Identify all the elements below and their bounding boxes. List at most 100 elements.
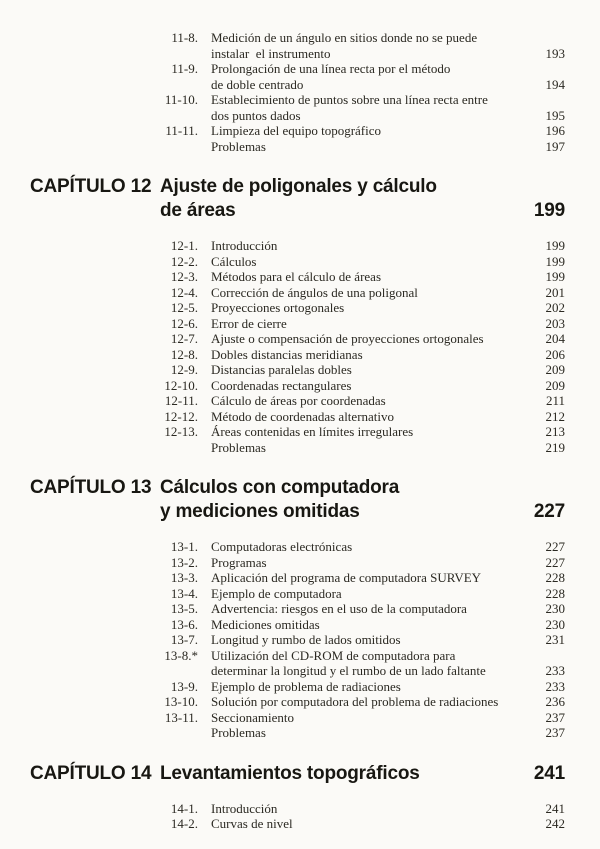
entry-title: Utilización del CD-ROM de computadora pa…	[211, 647, 456, 663]
chapter-page-number: 241	[533, 762, 565, 784]
toc-entry-line: 11-10. Establecimiento de puntos sobre u…	[30, 92, 565, 108]
toc-entry-line: 12-2. Cálculos 199	[30, 254, 565, 270]
entry-number: 12-7.	[170, 331, 198, 346]
entry-number: 11-8.	[171, 30, 198, 45]
chapter-label: CAPÍTULO 13	[30, 477, 152, 498]
entry-number: 13-9.	[170, 678, 198, 694]
chapter-label: CAPÍTULO 12	[30, 176, 152, 197]
entry-number: 13-1.	[170, 539, 198, 554]
entry-number: 12-5.	[170, 300, 198, 315]
toc-entry-line: 12-8. Dobles distancias meridianas 206	[30, 347, 565, 363]
entry-page-number: 237	[545, 725, 566, 740]
entry-title: Ejemplo de problema de radiaciones	[211, 678, 401, 694]
entry-number: 12-2.	[170, 253, 198, 269]
entry-number: 12-6.	[170, 315, 198, 331]
entry-number: 14-1.	[170, 800, 198, 816]
entry-title: Curvas de nivel	[211, 816, 293, 831]
toc-entry-line: 12-1. Introducción 199	[30, 238, 565, 254]
entry-page-number: 241	[545, 800, 566, 816]
entry-page-number: 194	[545, 76, 566, 92]
entry-title: Problemas	[211, 725, 266, 740]
entry-title: Cálculo de áreas por coordenadas	[211, 393, 386, 408]
toc-entry-line: Problemas 219	[30, 440, 565, 456]
entry-title: Error de cierre	[211, 315, 287, 331]
toc-entry-line: 11-8. Medición de un ángulo en sitios do…	[30, 30, 565, 46]
entry-page-number: 228	[545, 570, 566, 585]
entry-page-number: 237	[545, 709, 566, 725]
toc-entry-line: determinar la longitud y el rumbo de un …	[30, 663, 565, 679]
entry-number: 12-8.	[170, 346, 198, 362]
entry-title: Áreas contenidas en límites irregulares	[211, 424, 414, 439]
entry-title: Corrección de ángulos de una poligonal	[211, 284, 418, 300]
toc-entry-line: 13-8.* Utilización del CD-ROM de computa…	[30, 648, 565, 664]
entry-page-number: 233	[545, 663, 566, 678]
toc-entry-line: 12-12. Método de coordenadas alternativo…	[30, 409, 565, 425]
entry-title: Problemas	[211, 138, 266, 154]
chapter-label: CAPÍTULO 14	[30, 762, 152, 784]
toc-entry-line: 13-6. Mediciones omitidas 230	[30, 617, 565, 633]
toc-entry-line: 13-1. Computadoras electrónicas 227	[30, 539, 565, 555]
toc-entry-line: 12-6. Error de cierre 203	[30, 316, 565, 332]
entry-number: 13-4.	[170, 585, 198, 601]
entry-number: 13-3.	[170, 570, 198, 585]
entry-title: Mediciones omitidas	[211, 616, 320, 632]
chapter-page-number: 199	[533, 200, 565, 221]
entry-number: 12-4.	[170, 284, 198, 300]
toc-entry-line: 12-9. Distancias paralelas dobles 209	[30, 362, 565, 378]
toc-entry-line: 12-10. Coordenadas rectangulares 209	[30, 378, 565, 394]
entry-title: Introducción	[211, 238, 278, 253]
entry-title: de doble centrado	[211, 76, 304, 92]
chapter-title: Levantamientos topográficos	[160, 762, 534, 786]
entry-number: 13-8.*	[164, 647, 198, 663]
entry-title: Seccionamiento	[211, 709, 295, 725]
entry-page-number: 213	[545, 424, 566, 439]
entry-page-number: 230	[545, 616, 566, 632]
entry-number: 13-10.	[164, 694, 198, 709]
chapter-title-line: Cálculos con computadora	[160, 477, 400, 498]
chapter-title-line: y mediciones omitidas	[160, 501, 360, 522]
entry-title: Ejemplo de computadora	[211, 585, 342, 601]
entry-page-number: 231	[545, 632, 566, 647]
entry-page-number: 228	[545, 585, 566, 601]
chapter-title-line: Ajuste de poligonales y cálculo	[160, 176, 437, 197]
toc-entry-line: 13-11. Seccionamiento 237	[30, 710, 565, 726]
entry-page-number: 230	[545, 601, 566, 616]
toc-entry-line: 11-11. Limpieza del equipo topográfico 1…	[30, 123, 565, 139]
entry-page-number: 199	[545, 269, 566, 284]
toc-entry-line: instalar el instrumento 193	[30, 46, 565, 62]
entry-title: Longitud y rumbo de lados omitidos	[211, 632, 401, 647]
entry-number: 13-2.	[170, 554, 198, 570]
entry-page-number: 236	[545, 694, 566, 709]
entry-number: 12-9.	[170, 362, 198, 377]
entry-title: Método de coordenadas alternativo	[211, 408, 395, 424]
entry-title: determinar la longitud y el rumbo de un …	[211, 663, 486, 678]
entry-title: dos puntos dados	[211, 107, 301, 123]
entry-number: 13-7.	[170, 632, 198, 647]
entry-page-number: 201	[545, 284, 566, 300]
entry-title: Coordenadas rectangulares	[211, 377, 352, 393]
entry-title: Métodos para el cálculo de áreas	[211, 269, 382, 284]
toc-entry-line: 13-10. Solución por computadora del prob…	[30, 694, 565, 710]
entry-page-number: 211	[545, 393, 565, 408]
toc-entry-line: 14-1. Introducción 241	[30, 801, 565, 817]
entry-title: Limpieza del equipo topográfico	[211, 123, 382, 138]
entry-page-number: 233	[545, 678, 566, 694]
chapter-title-line: Levantamientos topográficos	[160, 762, 420, 784]
entry-title: Introducción	[211, 800, 278, 816]
entry-page-number: 199	[545, 253, 566, 269]
entry-page-number: 219	[545, 439, 566, 455]
toc-entry-line: 12-13. Áreas contenidas en límites irreg…	[30, 424, 565, 440]
entry-page-number: 196	[545, 123, 566, 138]
toc-entry-line: 12-3. Métodos para el cálculo de áreas 1…	[30, 269, 565, 285]
toc-entry-line: 13-2. Programas 227	[30, 555, 565, 571]
toc-entry-line: 13-7. Longitud y rumbo de lados omitidos…	[30, 632, 565, 648]
entry-title: Cálculos	[211, 253, 257, 269]
toc-entry-line: 13-4. Ejemplo de computadora 228	[30, 586, 565, 602]
toc-entry-line: dos puntos dados 195	[30, 108, 565, 124]
entry-page-number: 202	[545, 300, 566, 315]
toc-entry-line: 12-4. Corrección de ángulos de una polig…	[30, 285, 565, 301]
entry-number: 13-6.	[170, 616, 198, 632]
entry-page-number: 197	[545, 138, 566, 154]
entry-title: Proyecciones ortogonales	[211, 300, 345, 315]
